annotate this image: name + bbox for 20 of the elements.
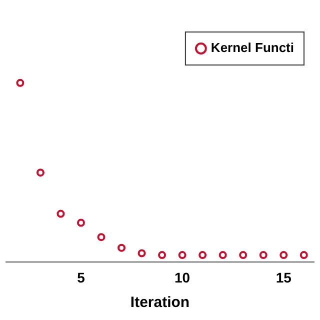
point [97,233,106,242]
x-tick-label: 5 [77,269,86,286]
point [259,251,268,260]
point [280,251,288,260]
point [158,251,166,260]
point [36,168,44,177]
legend-label: Kernel Functi [210,40,294,56]
x-tick-label: 15 [276,269,292,286]
point [138,249,146,258]
point [118,244,126,252]
x-tick-label: 10 [174,269,190,286]
point [198,251,207,260]
point [178,251,186,260]
point [56,210,65,218]
point [300,251,308,260]
point [76,218,85,227]
point [239,251,248,260]
point [16,78,24,87]
x-axis-title: Iteration [130,294,190,312]
point [218,251,227,260]
